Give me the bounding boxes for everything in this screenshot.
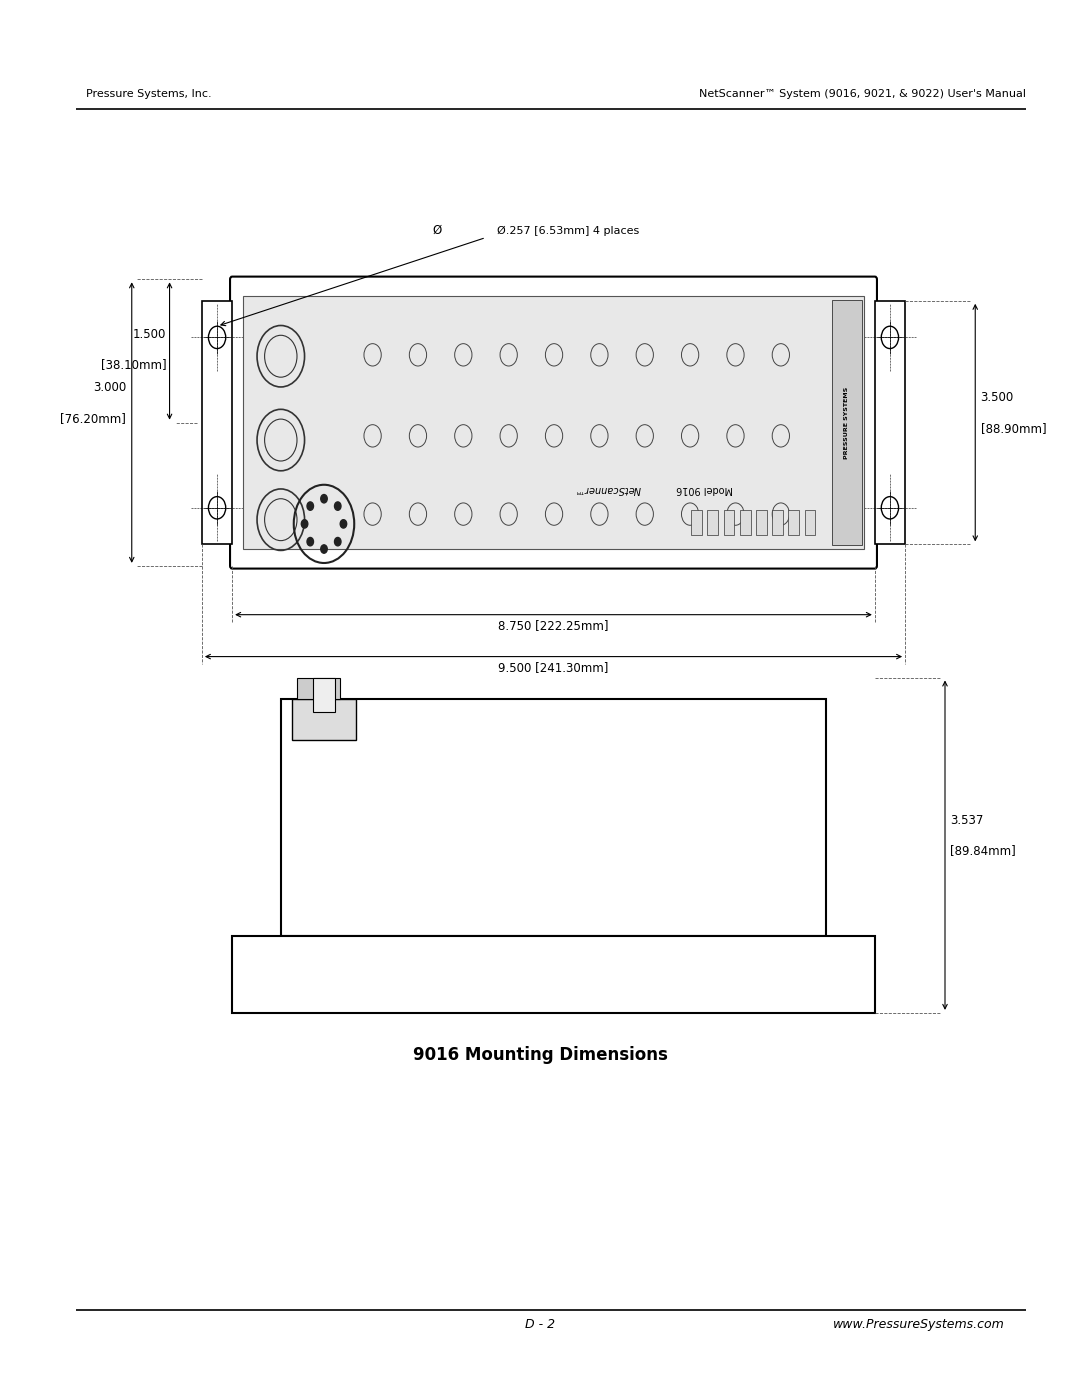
Circle shape [307,502,313,510]
Text: PRESSURE SYSTEMS: PRESSURE SYSTEMS [845,387,849,458]
Bar [292,698,356,740]
Bar [313,678,335,712]
Bar [707,510,718,535]
Text: 9016 Mounting Dimensions: 9016 Mounting Dimensions [413,1046,667,1063]
Text: Model 9016: Model 9016 [676,483,733,495]
Bar [832,300,862,545]
Circle shape [321,495,327,503]
Circle shape [340,520,347,528]
Bar [724,510,734,535]
Bar [243,296,864,549]
Text: www.PressureSystems.com: www.PressureSystems.com [833,1317,1004,1331]
Bar [202,300,232,545]
Circle shape [307,538,313,546]
Text: 3.500: 3.500 [981,391,1014,404]
Text: 3.000: 3.000 [93,381,126,394]
Bar [691,510,702,535]
Text: Ø: Ø [433,224,442,237]
Text: 8.750 [222.25mm]: 8.750 [222.25mm] [498,619,609,633]
Bar [772,510,783,535]
Text: Pressure Systems, Inc.: Pressure Systems, Inc. [86,88,212,99]
Text: [76.20mm]: [76.20mm] [60,412,126,425]
Bar [875,300,905,545]
Text: [88.90mm]: [88.90mm] [981,422,1047,434]
Text: Ø.257 [6.53mm] 4 places: Ø.257 [6.53mm] 4 places [497,225,639,236]
Bar [297,678,340,698]
Bar [281,698,826,936]
Bar [805,510,815,535]
Bar [788,510,799,535]
Bar [740,510,751,535]
Text: D - 2: D - 2 [525,1317,555,1331]
Text: NetScanner™ System (9016, 9021, & 9022) User's Manual: NetScanner™ System (9016, 9021, & 9022) … [699,88,1026,99]
Bar [232,936,875,1013]
Circle shape [301,520,308,528]
Circle shape [335,502,341,510]
Text: 1.500: 1.500 [133,328,166,341]
Text: NetScanner™: NetScanner™ [575,483,640,495]
Circle shape [335,538,341,546]
Circle shape [321,545,327,553]
Text: [38.10mm]: [38.10mm] [100,359,166,372]
Text: 9.500 [241.30mm]: 9.500 [241.30mm] [498,661,609,675]
FancyBboxPatch shape [230,277,877,569]
Text: 3.537: 3.537 [950,813,984,827]
Text: [89.84mm]: [89.84mm] [950,844,1016,858]
Bar [756,510,767,535]
